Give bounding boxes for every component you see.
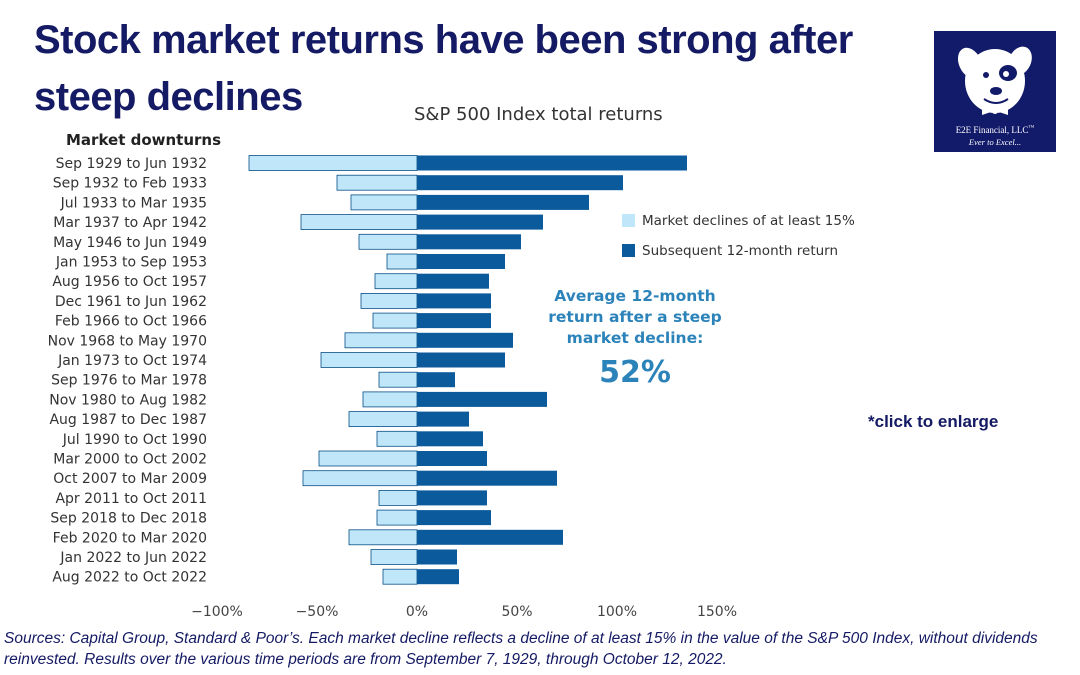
return-bar [417, 293, 491, 309]
decline-bar [348, 411, 418, 428]
decline-bar [344, 332, 418, 349]
return-bar [417, 372, 455, 388]
return-bar [417, 175, 623, 191]
decline-bar [376, 430, 418, 447]
decline-bar [350, 194, 418, 211]
legend-label-declines: Market declines of at least 15% [642, 213, 855, 229]
legend-item-returns: Subsequent 12-month return [622, 243, 838, 259]
legend-label-returns: Subsequent 12-month return [642, 243, 839, 259]
decline-bar [370, 549, 418, 565]
category-label: Jan 1973 to Oct 1974 [57, 353, 207, 369]
dog-mascot-icon [957, 46, 1032, 115]
legend-swatch-declines [622, 214, 635, 227]
category-label: Sep 1929 to Jun 1932 [56, 156, 207, 172]
decline-bar [320, 352, 418, 368]
headline: Stock market returns have been strong af… [34, 18, 853, 119]
logo-tagline: Ever to Excel... [968, 137, 1022, 147]
return-bar [417, 569, 459, 585]
click-to-enlarge-link[interactable]: *click to enlarge [868, 412, 999, 431]
category-label: May 1946 to Jun 1949 [53, 235, 207, 251]
decline-bar [302, 470, 418, 487]
return-bar [417, 214, 543, 230]
return-bar [417, 490, 487, 506]
decline-bar [378, 489, 418, 506]
category-label: Sep 2018 to Dec 2018 [50, 511, 207, 527]
decline-bar [360, 292, 418, 309]
category-label: Oct 2007 to Mar 2009 [53, 471, 207, 487]
decline-bar [378, 371, 418, 388]
decline-bar [248, 155, 418, 171]
x-tick-label: 100% [597, 604, 637, 620]
decline-bar [318, 450, 418, 467]
legend-swatch-returns [622, 244, 635, 257]
return-bar [417, 254, 505, 269]
category-axis-heading: Market downturns [66, 131, 222, 149]
category-label: Jul 1990 to Oct 1990 [62, 432, 207, 448]
return-bar [417, 431, 483, 447]
return-bar [417, 194, 589, 210]
return-bar [417, 155, 687, 171]
decline-bar [374, 273, 418, 290]
return-bar [417, 352, 505, 368]
sources-footnote: Sources: Capital Group, Standard & Poor’… [4, 630, 1038, 668]
return-bar [417, 451, 487, 466]
category-label: Aug 1956 to Oct 1957 [52, 274, 207, 290]
category-label: Jul 1933 to Mar 1935 [60, 195, 207, 211]
x-tick-label: 50% [501, 604, 532, 620]
category-label: Sep 1976 to Mar 1978 [51, 373, 207, 389]
category-label: Sep 1932 to Feb 1933 [53, 176, 207, 192]
chart-title: S&P 500 Index total returns [414, 104, 663, 125]
category-label: Nov 1980 to Aug 1982 [49, 392, 207, 408]
average-return-value: 52% [599, 355, 671, 390]
category-label: Aug 2022 to Oct 2022 [52, 570, 207, 586]
category-label: Mar 2000 to Oct 2002 [53, 452, 207, 468]
return-bar [417, 332, 513, 348]
category-label: Dec 1961 to Jun 1962 [55, 294, 207, 310]
legend-item-declines: Market declines of at least 15% [622, 213, 855, 229]
category-label: Mar 1937 to Apr 1942 [53, 215, 207, 231]
logo-company-name: E2E Financial, LLC™ [955, 125, 1035, 135]
decline-bar [362, 391, 418, 408]
category-label: Apr 2011 to Oct 2011 [55, 491, 207, 507]
return-bar [417, 411, 469, 427]
category-label: Feb 1966 to Oct 1966 [55, 314, 207, 330]
category-label: Nov 1968 to May 1970 [48, 333, 207, 349]
return-bar [417, 510, 491, 526]
x-tick-label: −100% [191, 604, 243, 620]
category-label: Jan 2022 to Jun 2022 [59, 550, 207, 566]
return-bar [417, 470, 557, 486]
x-tick-label: −50% [296, 604, 339, 620]
decline-bar [386, 253, 418, 270]
decline-bar [376, 509, 418, 526]
return-bar [417, 549, 457, 565]
x-tick-label: 0% [406, 604, 428, 620]
decline-bar [358, 233, 418, 250]
category-label: Feb 2020 to Mar 2020 [53, 530, 207, 546]
category-label: Jan 1953 to Sep 1953 [55, 255, 207, 271]
decline-bar [372, 312, 418, 329]
average-return-callout: Average 12-month return after a steep ma… [548, 287, 722, 347]
decline-bar [336, 174, 418, 191]
decline-bar [300, 214, 418, 231]
return-bar [417, 529, 563, 545]
return-bar [417, 234, 521, 250]
decline-bar [348, 529, 418, 546]
return-bar [417, 313, 491, 329]
return-bar [417, 391, 547, 407]
decline-bar [382, 568, 418, 585]
company-logo: E2E Financial, LLC™ Ever to Excel... [934, 31, 1056, 152]
return-bar [417, 273, 489, 289]
category-label: Aug 1987 to Dec 1987 [49, 412, 207, 428]
x-tick-label: 150% [697, 604, 737, 620]
